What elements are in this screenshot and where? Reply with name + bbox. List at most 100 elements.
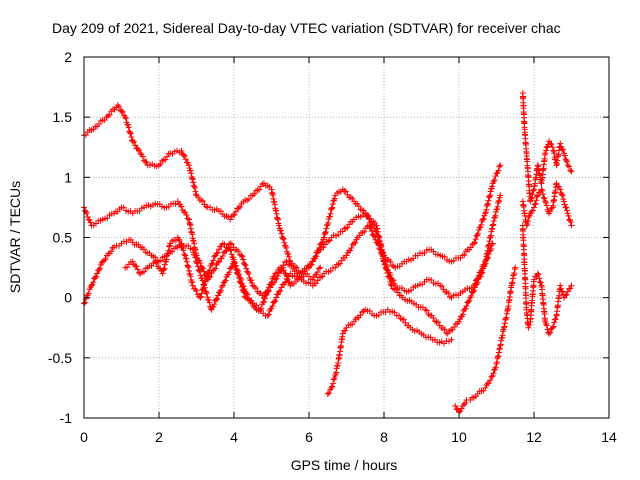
- series-7-point: [561, 152, 568, 159]
- series-8-point: [538, 186, 545, 193]
- series-7-point: [566, 163, 572, 170]
- series-5-point: [448, 336, 455, 343]
- series-1-point: [474, 232, 481, 239]
- series-8-point: [539, 187, 546, 194]
- series-1-point: [342, 188, 349, 195]
- series-1-point: [116, 103, 122, 110]
- series-4-point: [314, 269, 321, 276]
- series-1-point: [232, 208, 239, 215]
- series-3-point: [487, 247, 494, 254]
- series-8-point: [559, 192, 566, 199]
- series-2-point: [308, 261, 315, 268]
- series-4-point: [210, 257, 217, 264]
- series-1-point: [134, 145, 141, 152]
- series-9-point: [544, 326, 551, 333]
- series-7-point: [530, 187, 537, 194]
- series-1-point: [471, 239, 478, 246]
- y-tick-label: 1: [64, 169, 72, 185]
- series-1-point: [318, 240, 325, 247]
- series-1-point: [496, 163, 503, 170]
- series-2-point: [239, 253, 246, 260]
- series-9-point: [551, 319, 558, 326]
- series-3-point: [81, 299, 88, 306]
- series-1-point: [122, 115, 129, 122]
- series-2-point: [212, 265, 219, 272]
- series-1-point: [188, 170, 195, 177]
- series-4-point: [161, 261, 168, 268]
- series-3-point: [481, 263, 488, 270]
- series-3-point: [479, 269, 486, 276]
- series-3-point: [441, 326, 448, 333]
- series-4-point: [313, 271, 320, 278]
- series-1-point: [186, 162, 192, 169]
- series-3-point: [478, 270, 485, 277]
- series-8-point: [529, 207, 536, 214]
- series-3-point: [372, 236, 379, 243]
- series-8-point: [534, 193, 540, 200]
- series-8-point: [561, 198, 567, 205]
- series-3-point: [351, 240, 357, 247]
- series-3-point: [88, 282, 95, 289]
- series-2-point: [438, 283, 445, 290]
- series-1-point: [486, 193, 493, 200]
- series-1-point: [492, 173, 499, 180]
- series-7-point: [542, 150, 549, 157]
- series-2-point: [178, 203, 185, 210]
- series-4-point: [187, 273, 194, 280]
- series-3-point: [281, 281, 287, 288]
- series-6-point: [482, 384, 489, 391]
- series-7-point: [527, 198, 534, 205]
- series-4-point: [277, 268, 284, 275]
- series-2-point: [241, 261, 248, 268]
- series-3-point: [471, 287, 477, 294]
- series-1-point: [279, 235, 286, 242]
- series-9-point: [525, 324, 532, 331]
- series-1-point: [322, 229, 329, 236]
- series-3-point: [370, 232, 377, 239]
- series-3-point: [361, 228, 368, 235]
- series-1-point: [277, 227, 284, 234]
- series-4-point: [182, 252, 189, 259]
- series-1-point: [191, 183, 198, 190]
- x-tick-label: 2: [155, 429, 163, 445]
- series-4-point: [216, 246, 222, 253]
- series-4-point: [286, 279, 293, 286]
- series-3-point: [463, 303, 470, 310]
- series-4-point: [186, 267, 192, 274]
- series-3-point: [195, 263, 202, 270]
- y-tick-label: 2: [64, 49, 72, 65]
- series-3-point: [348, 245, 355, 252]
- series-1-point: [125, 124, 132, 131]
- series-1-point: [329, 204, 336, 211]
- series-4-point: [183, 255, 190, 262]
- grid: [84, 57, 609, 418]
- series-4-point: [214, 249, 221, 256]
- series-3-point: [93, 273, 100, 280]
- series-4-point: [233, 265, 240, 272]
- series-2-point: [313, 253, 320, 260]
- series-7-point: [543, 147, 549, 154]
- series-1-point: [478, 221, 485, 228]
- series-8-point: [556, 183, 562, 190]
- series-3-point: [229, 263, 236, 270]
- series-3-point: [387, 281, 394, 288]
- series-3-point: [89, 281, 96, 288]
- series-8-point: [541, 195, 548, 202]
- series-3-point: [383, 266, 390, 273]
- series-3-point: [462, 305, 469, 312]
- series-1-point: [189, 175, 196, 182]
- series-3-point: [109, 244, 116, 251]
- series-4-point: [185, 264, 192, 271]
- series-4-point: [280, 267, 287, 274]
- series-2-point: [408, 287, 414, 294]
- series-9-point: [568, 282, 575, 289]
- series-6-point: [487, 377, 494, 384]
- series-6-point: [461, 401, 467, 408]
- series-8-point: [558, 191, 565, 198]
- series-1-point: [285, 251, 292, 258]
- series-3-point: [489, 240, 496, 247]
- series-4-point: [269, 281, 276, 288]
- series-2-point: [445, 290, 452, 297]
- series-3-point: [92, 274, 99, 281]
- series-3-point: [218, 283, 225, 290]
